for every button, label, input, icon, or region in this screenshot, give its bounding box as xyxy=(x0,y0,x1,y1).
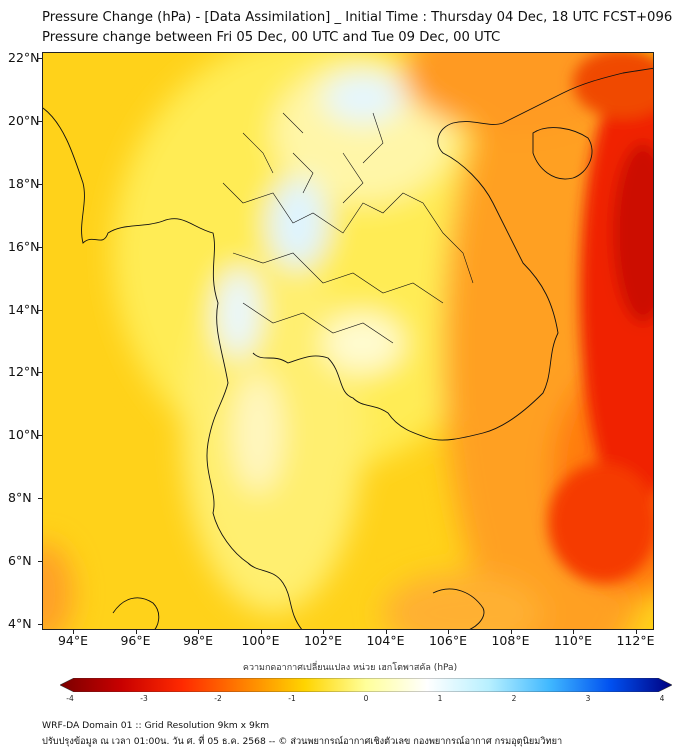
lat-label: 10°N xyxy=(8,427,40,443)
colorbar-tick-label: -4 xyxy=(66,694,74,703)
lat-label: 18°N xyxy=(8,175,40,191)
chart-title: Pressure Change (hPa) - [Data Assimilati… xyxy=(42,10,673,25)
lat-tick xyxy=(38,183,42,185)
footer-model-info: WRF-DA Domain 01 :: Grid Resolution 9km … xyxy=(42,720,270,731)
lon-label: 108°E xyxy=(491,633,530,648)
lon-tick xyxy=(73,630,74,634)
pressure-change-map xyxy=(43,53,653,629)
lon-tick xyxy=(135,630,137,634)
chart-subtitle: Pressure change between Fri 05 Dec, 00 U… xyxy=(42,30,501,45)
lon-label: 102°E xyxy=(303,633,342,648)
colorbar-title: ความกดอากาศเปลี่ยนแปลง หน่วย เฮกโตพาสคัล… xyxy=(242,663,458,673)
colorbar-tick-label: 1 xyxy=(437,694,443,703)
colorbar xyxy=(60,678,672,692)
lat-label: 20°N xyxy=(8,112,40,128)
lon-tick xyxy=(260,630,262,634)
lon-tick xyxy=(323,630,324,634)
colorbar-tick-label: -2 xyxy=(214,694,222,703)
map-panel[interactable] xyxy=(42,52,654,630)
footer-update-info: ปรับปรุงข้อมูล ณ เวลา 01:00น. วัน ศ. ที่… xyxy=(42,736,563,747)
lon-label: 106°E xyxy=(428,633,467,648)
lat-tick xyxy=(38,309,42,311)
coastlines xyxy=(43,67,653,629)
lat-label: 22°N xyxy=(8,50,40,65)
lat-label: 14°N xyxy=(8,301,40,317)
colorbar-tick-label: -1 xyxy=(288,694,296,703)
lat-label: 6°N xyxy=(8,553,32,569)
lon-label: 104°E xyxy=(366,633,405,648)
colorbar-tick-label: 0 xyxy=(363,694,369,703)
lat-tick xyxy=(38,246,42,248)
colorbar-gradient xyxy=(60,678,672,692)
lon-tick xyxy=(573,630,574,634)
lat-tick xyxy=(38,561,42,563)
colorbar-tick-label: 2 xyxy=(511,694,517,703)
pressure-field-strong xyxy=(548,53,653,583)
lat-label: 4°N xyxy=(8,616,32,631)
lat-tick xyxy=(38,120,42,122)
colorbar-tick-label: 4 xyxy=(659,694,665,703)
colorbar-tick-label: 3 xyxy=(585,694,591,703)
lon-tick xyxy=(198,630,199,634)
colorbar-tick-label: -3 xyxy=(140,694,148,703)
lon-label: 110°E xyxy=(553,633,592,648)
lat-tick xyxy=(38,435,42,437)
lon-tick xyxy=(510,630,512,634)
lat-label: 16°N xyxy=(8,238,40,254)
lon-label: 94°E xyxy=(57,633,89,648)
lat-tick xyxy=(38,58,42,59)
lon-tick xyxy=(635,630,637,634)
lon-label: 96°E xyxy=(120,633,151,648)
lat-tick xyxy=(38,372,42,374)
lon-tick xyxy=(448,630,449,634)
province-borders xyxy=(222,112,474,344)
lat-tick xyxy=(38,498,42,500)
lon-label: 98°E xyxy=(182,633,214,648)
lat-tick xyxy=(38,624,42,625)
lon-tick xyxy=(385,630,387,634)
lat-label: 12°N xyxy=(8,364,40,380)
lon-label: 112°E xyxy=(616,633,655,648)
lon-label: 100°E xyxy=(241,633,280,648)
lat-label: 8°N xyxy=(8,490,32,506)
pressure-field xyxy=(43,53,653,629)
